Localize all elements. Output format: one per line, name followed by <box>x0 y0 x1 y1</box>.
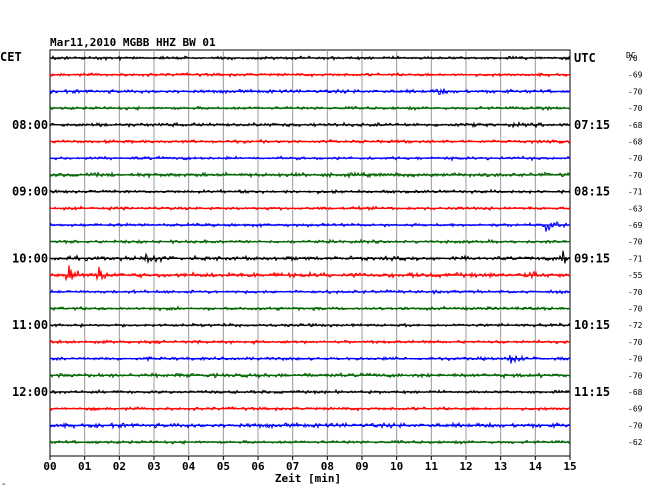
left-hour-label: 10:00 <box>12 251 48 265</box>
dc-offset-label: -69 <box>628 405 643 414</box>
chart-title: Mar11,2010 MGBB HHZ BW 01 <box>50 36 216 49</box>
x-tick-label: 05 <box>217 460 230 473</box>
dc-offset-label: -70 <box>628 238 643 247</box>
right-hour-label: 10:15 <box>574 318 610 332</box>
dc-offset-label: -68 <box>628 121 643 130</box>
dc-offset-label: -70 <box>628 171 643 180</box>
dc-offset-label: -71 <box>628 188 643 197</box>
dc-offset-label: -70 <box>628 338 643 347</box>
x-tick-label: 11 <box>425 460 439 473</box>
x-tick-label: 14 <box>529 460 543 473</box>
x-tick-label: 03 <box>147 460 160 473</box>
right-hour-label: 08:15 <box>574 185 610 199</box>
dc-offset-label: -72 <box>628 321 643 330</box>
right-hour-label: UTC <box>574 51 596 65</box>
right-hour-label: 11:15 <box>574 385 610 399</box>
x-tick-label: 04 <box>182 460 196 473</box>
dc-offset-label: -70 <box>628 371 643 380</box>
plot-grid <box>49 49 571 460</box>
dc-offset-label: -70 <box>628 87 643 96</box>
dc-offset-label: -71 <box>628 254 643 263</box>
left-hour-label: 12:00 <box>12 385 48 399</box>
dc-offset-label: -68 <box>628 388 643 397</box>
dc-offset-label: -68 <box>628 138 643 147</box>
left-hour-label: 08:00 <box>12 118 48 132</box>
dc-offset-label: -55 <box>628 271 643 280</box>
left-timezone-label: CET <box>0 50 22 64</box>
right-hour-label: 09:15 <box>574 251 610 265</box>
x-tick-label: 06 <box>251 460 265 473</box>
trace-line <box>49 265 571 282</box>
x-tick-label: 12 <box>459 460 472 473</box>
dc-offset-label: -69 <box>628 71 643 80</box>
x-tick-label: 00 <box>43 460 56 473</box>
x-tick-label: 08 <box>321 460 334 473</box>
dc-offset-label: -70 <box>628 154 643 163</box>
x-tick-label: 02 <box>113 460 126 473</box>
dc-offset-label: -70 <box>628 305 643 314</box>
trace-group <box>49 55 571 446</box>
x-axis-label: Zeit [min] <box>275 472 341 485</box>
dc-offset-label: -62 <box>628 438 643 447</box>
x-tick-label: 10 <box>390 460 403 473</box>
dc-offset-label: -70 <box>628 288 643 297</box>
right-hour-label: 07:15 <box>574 118 610 132</box>
trace-line <box>49 354 571 364</box>
x-tick-label: 01 <box>78 460 92 473</box>
x-tick-label: 09 <box>355 460 368 473</box>
x-tick-label: 15 <box>563 460 576 473</box>
trace-line <box>50 250 570 265</box>
label-group: 00 01 02 03 04 05 06 07 08 09 10 11 12 13 14 15 70 -69 -70… <box>12 51 643 473</box>
dc-offset-label: -70 <box>628 104 643 113</box>
x-tick-label: 07 <box>286 460 299 473</box>
left-hour-label: 09:00 <box>12 185 48 199</box>
dc-offset-label: -70 <box>628 355 643 364</box>
dc-offset-label: 70 <box>628 54 638 63</box>
trace-line <box>49 220 571 232</box>
corner-mark: ^ <box>2 483 6 490</box>
x-tick-label: 13 <box>494 460 507 473</box>
dc-offset-label: -63 <box>628 204 643 213</box>
dc-header: DC <box>626 51 636 60</box>
left-hour-label: 11:00 <box>12 318 48 332</box>
dc-offset-label: -69 <box>628 221 643 230</box>
plot-frame <box>49 49 571 457</box>
dc-offset-label: -70 <box>628 421 643 430</box>
